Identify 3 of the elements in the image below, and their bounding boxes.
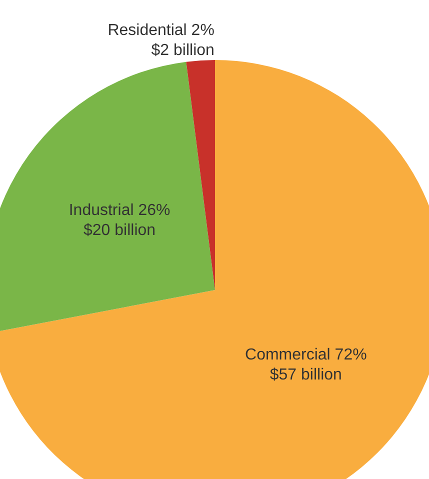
slice-label: Residential 2% $2 billion (108, 22, 214, 59)
slice-label: Commercial 72% $57 billion (245, 346, 367, 384)
slice-label: Industrial 26% $20 billion (68, 202, 170, 240)
